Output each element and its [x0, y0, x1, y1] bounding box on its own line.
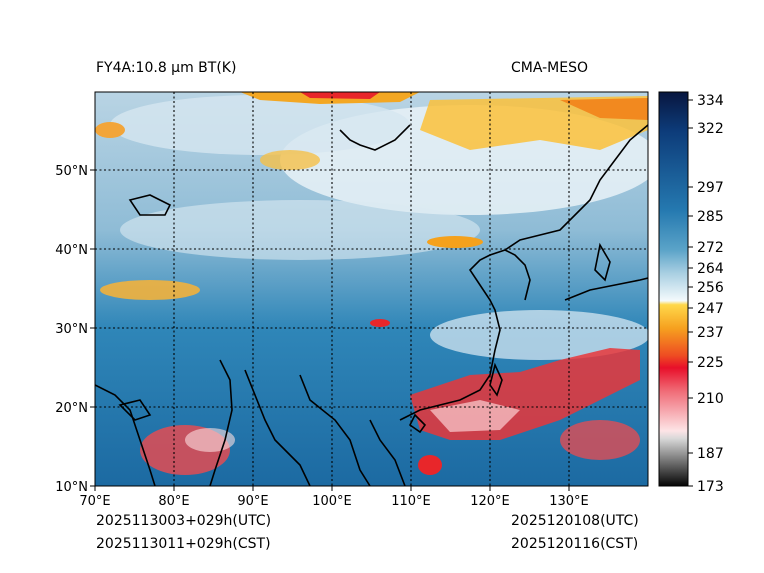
axis-ticks — [90, 169, 570, 491]
colorbar-tick-256: 256 — [697, 280, 724, 296]
valid-time-utc: 2025120108(UTC) — [511, 513, 639, 529]
map-frame — [94, 91, 649, 487]
colorbar-tick-264: 264 — [697, 261, 724, 277]
lat-label-20: 20°N — [55, 401, 88, 416]
init-time-cst: 2025113011+029h(CST) — [96, 536, 271, 552]
colorbar-tick-187: 187 — [697, 446, 724, 462]
lat-label-10: 10°N — [55, 480, 88, 495]
lat-label-50: 50°N — [55, 164, 88, 179]
graticule — [95, 92, 648, 486]
lon-label-110: 110°E — [391, 494, 431, 509]
colorbar-frame — [658, 91, 689, 487]
lon-label-80: 80°E — [158, 494, 189, 509]
colorbar-tick-285: 285 — [697, 209, 724, 225]
right-title: CMA-MESO — [511, 60, 589, 76]
init-time-utc: 2025113003+029h(UTC) — [96, 513, 272, 529]
valid-time-cst: 2025120116(CST) — [511, 536, 639, 552]
lon-label-70: 70°E — [79, 494, 110, 509]
lon-label-90: 90°E — [237, 494, 268, 509]
lon-label-130: 130°E — [549, 494, 589, 509]
lon-label-100: 100°E — [312, 494, 352, 509]
left-title: FY4A:10.8 μm BT(K) — [96, 60, 237, 76]
colorbar-tick-247: 247 — [697, 301, 724, 317]
lat-label-30: 30°N — [55, 322, 88, 337]
colorbar-tick-210: 210 — [697, 391, 724, 407]
colorbar-tick-334: 334 — [697, 93, 724, 109]
colorbar-tick-272: 272 — [697, 240, 724, 256]
colorbar-tick-225: 225 — [697, 355, 724, 371]
colorbar-tick-173: 173 — [697, 479, 724, 495]
colorbar-tick-297: 297 — [697, 180, 724, 196]
colorbar-tick-322: 322 — [697, 121, 724, 137]
lon-label-120: 120°E — [470, 494, 510, 509]
colorbar — [659, 92, 688, 486]
colorbar-tick-237: 237 — [697, 325, 724, 341]
satellite-image — [95, 92, 648, 486]
colorbar-ticks — [688, 99, 693, 487]
coastlines — [95, 124, 648, 486]
lat-label-40: 40°N — [55, 243, 88, 258]
